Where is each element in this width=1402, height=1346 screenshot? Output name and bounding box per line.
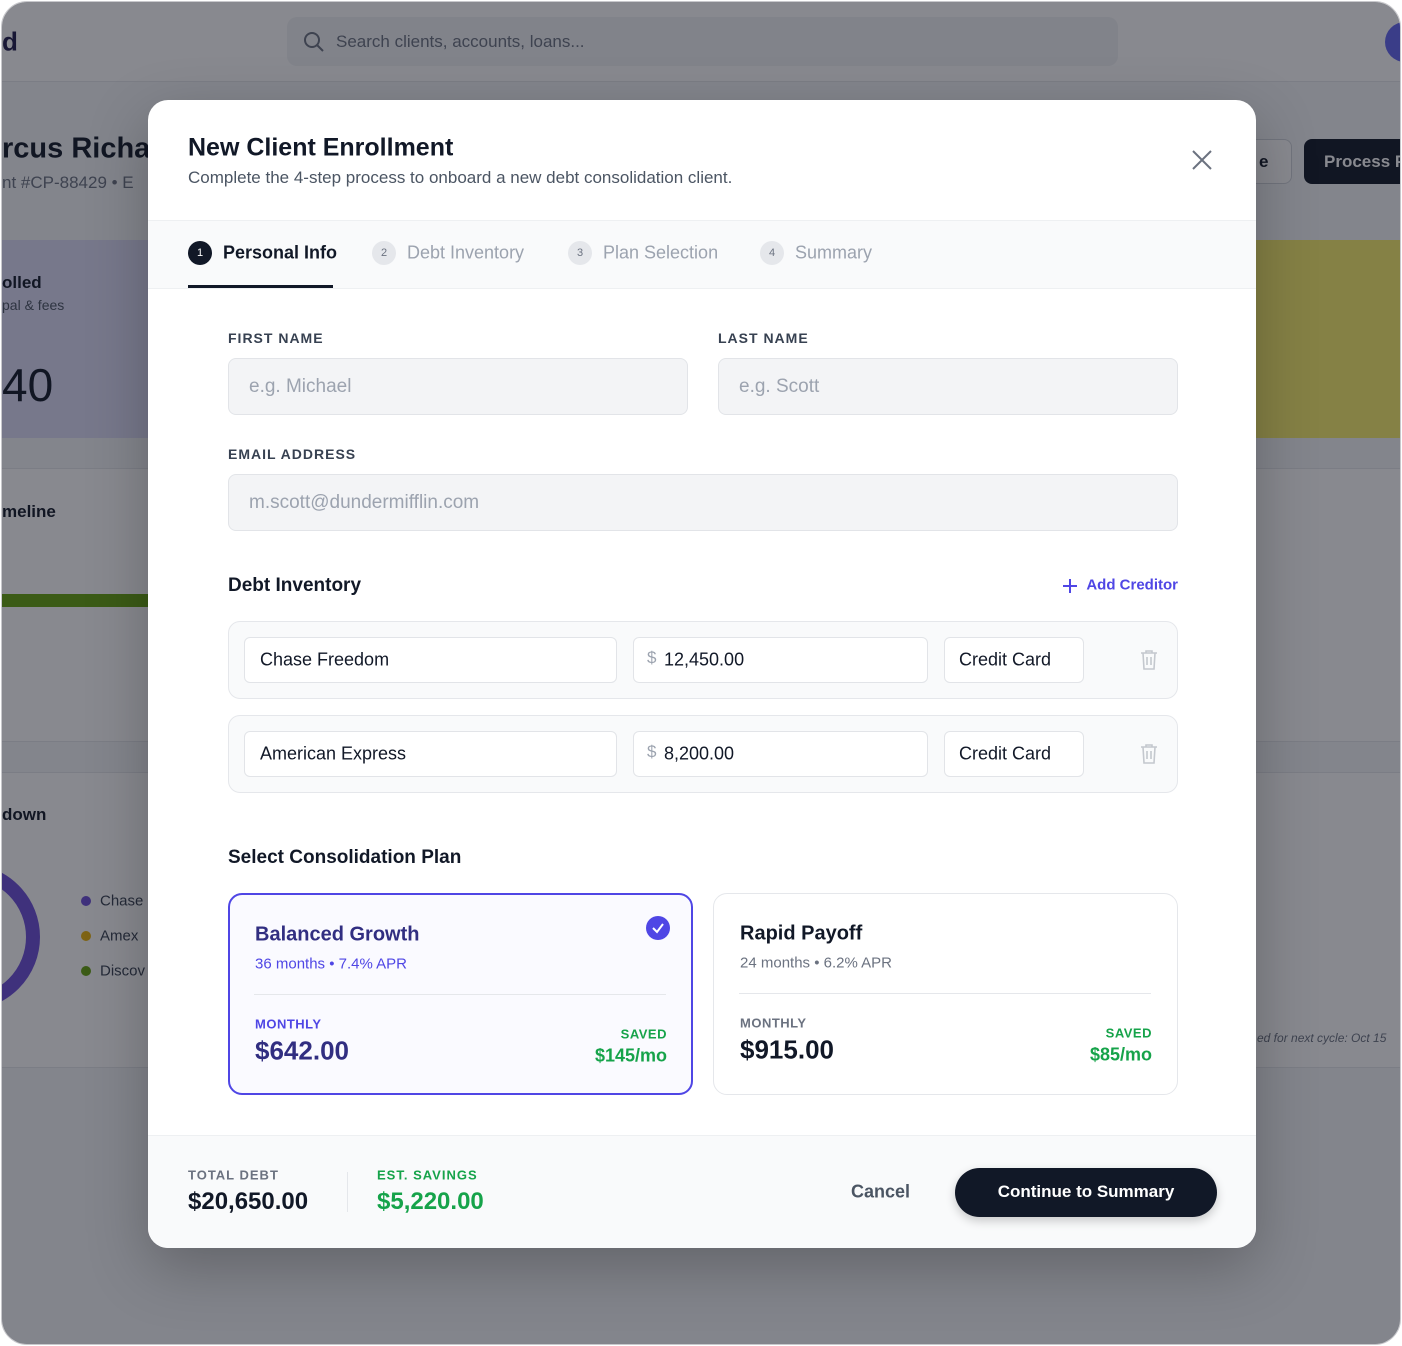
plan-divider: [739, 993, 1151, 994]
step-circle: [188, 241, 212, 265]
plan-name: Balanced Growth: [255, 923, 420, 946]
cancel-button[interactable]: Cancel: [851, 1181, 911, 1202]
monthly-value: $642.00: [255, 1035, 349, 1066]
placeholder: e.g. Michael: [249, 376, 352, 397]
field-label: EMAIL ADDRESS: [228, 446, 357, 462]
divider: [347, 1172, 348, 1212]
close-button[interactable]: [1190, 148, 1214, 172]
type-select[interactable]: [944, 637, 1084, 683]
continue-label: Continue to Summary: [997, 1182, 1175, 1201]
creditor-input[interactable]: [244, 637, 617, 683]
section-title: Select Consolidation Plan: [228, 847, 462, 868]
modal: New Client Enrollment Complete the 4-ste…: [148, 100, 1256, 1248]
plan-detail: 36 months • 7.4% APR: [255, 955, 407, 973]
step-label[interactable]: Personal Info: [223, 242, 338, 263]
first-name-input[interactable]: [228, 358, 688, 415]
monthly-label: MONTHLY: [255, 1016, 322, 1032]
savings-label: EST. SAVINGS: [377, 1167, 478, 1183]
amount: 12,450.00: [664, 649, 745, 670]
step-circle: [760, 241, 784, 265]
creditor-name: American Express: [260, 743, 407, 764]
selected-check: [646, 916, 670, 940]
stepper: [148, 220, 1256, 289]
modal-subtitle: Complete the 4-step process to onboard a…: [188, 168, 733, 187]
savings-value: $5,220.00: [377, 1188, 484, 1215]
amount-input[interactable]: [633, 731, 928, 777]
modal-title: New Client Enrollment: [188, 133, 454, 162]
plus-icon: [1063, 579, 1077, 593]
debt-type: Credit Card: [959, 743, 1052, 764]
plan-card[interactable]: [713, 893, 1178, 1095]
creditor-name: Chase Freedom: [260, 649, 390, 670]
total-label: TOTAL DEBT: [188, 1167, 279, 1183]
field-label: LAST NAME: [718, 330, 809, 346]
step-circle: [568, 241, 592, 265]
currency: $: [647, 742, 657, 761]
placeholder: e.g. Scott: [739, 376, 820, 397]
step-number: 1: [196, 247, 204, 259]
placeholder: m.scott@dundermifflin.com: [249, 492, 480, 513]
creditor-input[interactable]: [244, 731, 617, 777]
debt-type: Credit Card: [959, 649, 1052, 670]
saved-label: SAVED: [620, 1026, 667, 1042]
continue-button[interactable]: [955, 1168, 1217, 1217]
last-name-input[interactable]: [718, 358, 1178, 415]
type-select[interactable]: [944, 731, 1084, 777]
step-label[interactable]: Plan Selection: [603, 242, 719, 263]
add-creditor-button[interactable]: Add Creditor: [1086, 576, 1178, 594]
plan-divider: [254, 994, 666, 995]
plan-name: Rapid Payoff: [740, 922, 863, 945]
monthly-value: $915.00: [740, 1034, 834, 1065]
amount-input[interactable]: [633, 637, 928, 683]
currency: $: [647, 648, 657, 667]
saved-value: $145/mo: [594, 1045, 667, 1066]
step-underline: [188, 285, 333, 288]
step-number: 2: [380, 247, 388, 259]
email-input[interactable]: [228, 474, 1178, 531]
step-label[interactable]: Debt Inventory: [407, 242, 525, 263]
section-title: Debt Inventory: [228, 575, 362, 596]
step-number: 4: [768, 247, 776, 259]
delete-icon: [1141, 744, 1157, 764]
field-label: FIRST NAME: [228, 330, 324, 346]
plan-detail: 24 months • 6.2% APR: [740, 954, 892, 972]
amount: 8,200.00: [664, 743, 735, 764]
step-label[interactable]: Summary: [795, 242, 873, 263]
saved-label: SAVED: [1105, 1025, 1152, 1041]
step-circle: [372, 241, 396, 265]
step-number: 3: [576, 247, 584, 259]
delete-icon: [1141, 650, 1157, 670]
saved-value: $85/mo: [1089, 1044, 1152, 1065]
monthly-label: MONTHLY: [740, 1015, 807, 1031]
total-value: $20,650.00: [188, 1188, 309, 1215]
